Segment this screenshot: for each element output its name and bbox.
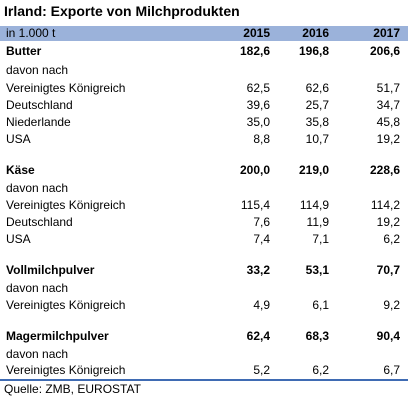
value-2015: 4,9 [253, 298, 270, 312]
table-bottom-rule [0, 379, 408, 381]
value-2015: 5,2 [253, 363, 270, 377]
value-2017: 9,2 [383, 298, 400, 312]
year-2017-header: 2017 [373, 26, 400, 40]
table-row: USA 8,8 10,7 19,2 [0, 131, 408, 148]
value-2017: 206,6 [369, 44, 400, 58]
value-2015: 7,6 [253, 215, 270, 229]
header-row: in 1.000 t 2015 2016 2017 [0, 25, 408, 42]
section-name: Butter [6, 44, 42, 58]
value-2017: 51,7 [376, 81, 400, 95]
unit-label: in 1.000 t [6, 26, 56, 40]
value-2017: 114,2 [370, 198, 400, 212]
table-row: Deutschland 7,6 11,9 19,2 [0, 214, 408, 231]
country-label: Vereinigtes Königreich [6, 363, 126, 377]
value-2016: 6,1 [312, 298, 329, 312]
value-2015: 35,0 [246, 115, 270, 129]
section-row-magermilchpulver: Magermilchpulver 62,4 68,3 90,4 [0, 328, 408, 345]
section-name: Käse [6, 163, 35, 177]
value-2015: 62,4 [246, 329, 270, 343]
value-2016: 196,8 [298, 44, 329, 58]
table-row: Vereinigtes Königreich 5,2 6,2 6,7 [0, 362, 408, 379]
value-2016: 6,2 [312, 363, 329, 377]
section-name: Vollmilchpulver [6, 263, 95, 277]
value-2016: 114,9 [299, 198, 329, 212]
table-row: Niederlande 35,0 35,8 45,8 [0, 114, 408, 131]
country-label: Vereinigtes Königreich [6, 198, 126, 212]
section-row-vollmilchpulver: Vollmilchpulver 33,2 53,1 70,7 [0, 262, 408, 279]
country-label: Deutschland [6, 215, 73, 229]
source-note: Quelle: ZMB, EUROSTAT [4, 382, 141, 396]
sub-label: davon nach [6, 63, 69, 77]
value-2015: 7,4 [253, 232, 270, 246]
table-row: Vereinigtes Königreich 4,9 6,1 9,2 [0, 297, 408, 314]
country-label: Vereinigtes Königreich [6, 81, 126, 95]
value-2016: 10,7 [305, 132, 329, 146]
country-label: Niederlande [6, 115, 71, 129]
table-title: Irland: Exporte von Milchprodukten [4, 3, 240, 19]
value-2017: 90,4 [376, 329, 400, 343]
value-2015: 62,5 [246, 81, 270, 95]
value-2016: 219,0 [298, 163, 329, 177]
value-2015: 115,4 [240, 198, 270, 212]
sub-label-row: davon nach [0, 62, 408, 79]
section-row-butter: Butter 182,6 196,8 206,6 [0, 43, 408, 60]
section-name: Magermilchpulver [6, 329, 109, 343]
country-label: USA [6, 232, 31, 246]
value-2015: 200,0 [239, 163, 270, 177]
value-2016: 11,9 [306, 215, 329, 229]
sub-label: davon nach [6, 347, 69, 361]
value-2016: 25,7 [305, 98, 329, 112]
value-2016: 62,6 [305, 81, 329, 95]
year-2016-header: 2016 [302, 26, 329, 40]
value-2015: 8,8 [253, 132, 270, 146]
value-2017: 228,6 [369, 163, 400, 177]
value-2017: 34,7 [376, 98, 400, 112]
sub-label-row: davon nach [0, 180, 408, 197]
value-2015: 182,6 [239, 44, 270, 58]
value-2017: 6,7 [383, 363, 400, 377]
country-label: Vereinigtes Königreich [6, 298, 126, 312]
value-2016: 53,1 [305, 263, 329, 277]
country-label: USA [6, 132, 31, 146]
value-2017: 19,2 [376, 132, 400, 146]
value-2016: 68,3 [305, 329, 329, 343]
value-2016: 35,8 [305, 115, 329, 129]
sub-label-row: davon nach [0, 280, 408, 297]
sub-label: davon nach [6, 181, 69, 195]
table-row: USA 7,4 7,1 6,2 [0, 231, 408, 248]
value-2015: 33,2 [246, 263, 270, 277]
table-row: Vereinigtes Königreich 115,4 114,9 114,2 [0, 197, 408, 214]
value-2017: 70,7 [376, 263, 400, 277]
section-row-kaese: Käse 200,0 219,0 228,6 [0, 162, 408, 179]
value-2016: 7,1 [312, 232, 329, 246]
value-2015: 39,6 [246, 98, 270, 112]
value-2017: 6,2 [383, 232, 400, 246]
year-2015-header: 2015 [243, 26, 270, 40]
table-header: in 1.000 t 2015 2016 2017 [0, 26, 408, 41]
table-row: Deutschland 39,6 25,7 34,7 [0, 97, 408, 114]
sub-label-row: davon nach [0, 346, 408, 363]
sub-label: davon nach [6, 281, 69, 295]
value-2017: 45,8 [376, 115, 400, 129]
country-label: Deutschland [6, 98, 73, 112]
value-2017: 19,2 [376, 215, 400, 229]
table-row: Vereinigtes Königreich 62,5 62,6 51,7 [0, 80, 408, 97]
